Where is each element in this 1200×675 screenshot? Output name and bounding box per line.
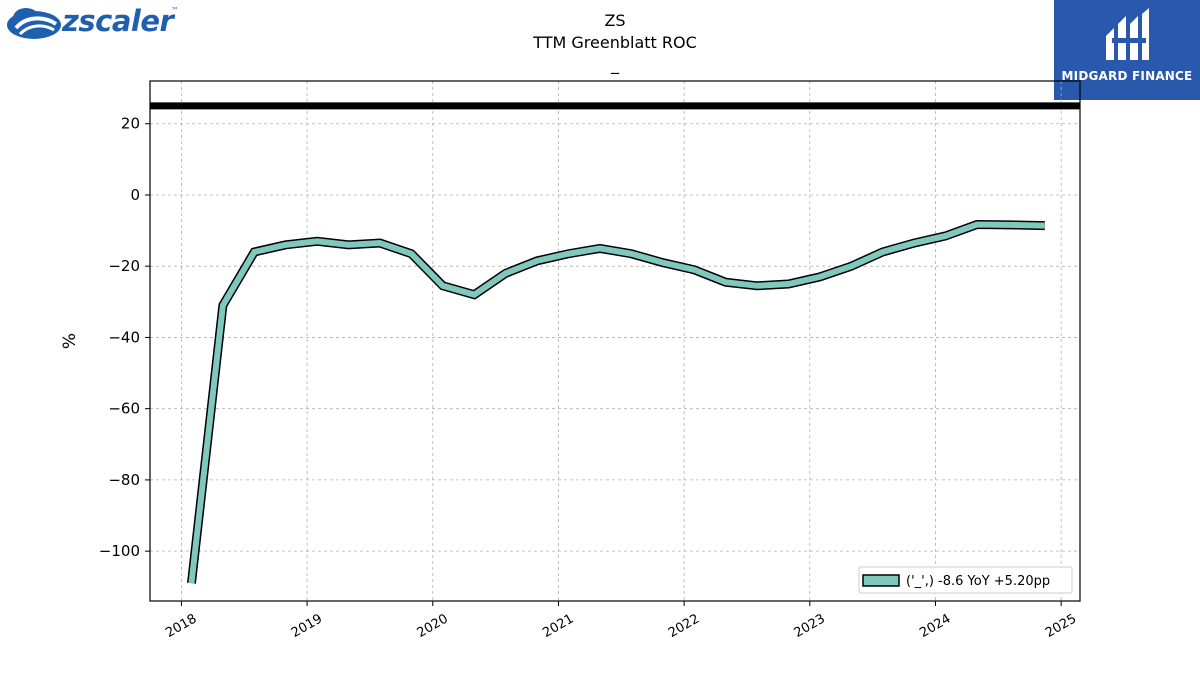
chart-subtitle: TTM Greenblatt ROC <box>533 33 697 52</box>
gridlines <box>150 81 1080 601</box>
chart-title: ZS <box>604 11 626 30</box>
y-tick-label: −20 <box>108 257 140 275</box>
x-axis: 2018 2019 2020 2021 2022 2023 2024 2025 <box>163 601 1079 641</box>
series-layer <box>187 220 1045 584</box>
x-tick-label: 2023 <box>792 611 828 641</box>
y-tick-label: −40 <box>108 328 140 346</box>
y-tick-label: 20 <box>121 115 140 133</box>
legend-entry-label: ('_',) -8.6 YoY +5.20pp <box>906 574 1050 589</box>
legend-swatch <box>862 574 900 587</box>
legend: ('_',) -8.6 YoY +5.20pp <box>858 566 1073 594</box>
x-tick-label: 2022 <box>666 611 702 641</box>
midgard-finance-logo: MIDGARD FINANCE <box>1054 0 1200 100</box>
x-tick-label: 2024 <box>917 611 953 641</box>
zscaler-wordmark: zscaler <box>62 4 174 38</box>
legend-box <box>858 566 1073 594</box>
y-tick-label: −60 <box>108 400 140 418</box>
y-axis: 20 0 −20 −40 −60 −80 −100 <box>99 115 150 560</box>
trademark-symbol: ™ <box>171 6 179 15</box>
chart-subtitle-2: _ <box>611 55 619 74</box>
series-line <box>188 221 1045 584</box>
y-tick-label: 0 <box>130 186 140 204</box>
y-tick-label: −80 <box>108 471 140 489</box>
x-tick-label: 2025 <box>1043 611 1079 641</box>
y-tick-label: −100 <box>99 542 140 560</box>
x-tick-label: 2021 <box>540 611 576 641</box>
series-line-outline <box>187 220 1045 584</box>
x-tick-label: 2019 <box>289 611 325 641</box>
zscaler-cloud-icon <box>7 8 61 39</box>
y-axis-label: % <box>60 333 80 349</box>
plot-frame <box>149 80 1081 602</box>
midgard-emblem-icon <box>1106 8 1149 60</box>
zscaler-logo: zscaler ™ <box>4 4 184 46</box>
chart-titles: ZS TTM Greenblatt ROC _ <box>415 10 815 76</box>
x-tick-label: 2018 <box>163 611 199 641</box>
midgard-finance-wordmark: MIDGARD FINANCE <box>1061 69 1193 83</box>
x-tick-label: 2020 <box>415 611 451 641</box>
